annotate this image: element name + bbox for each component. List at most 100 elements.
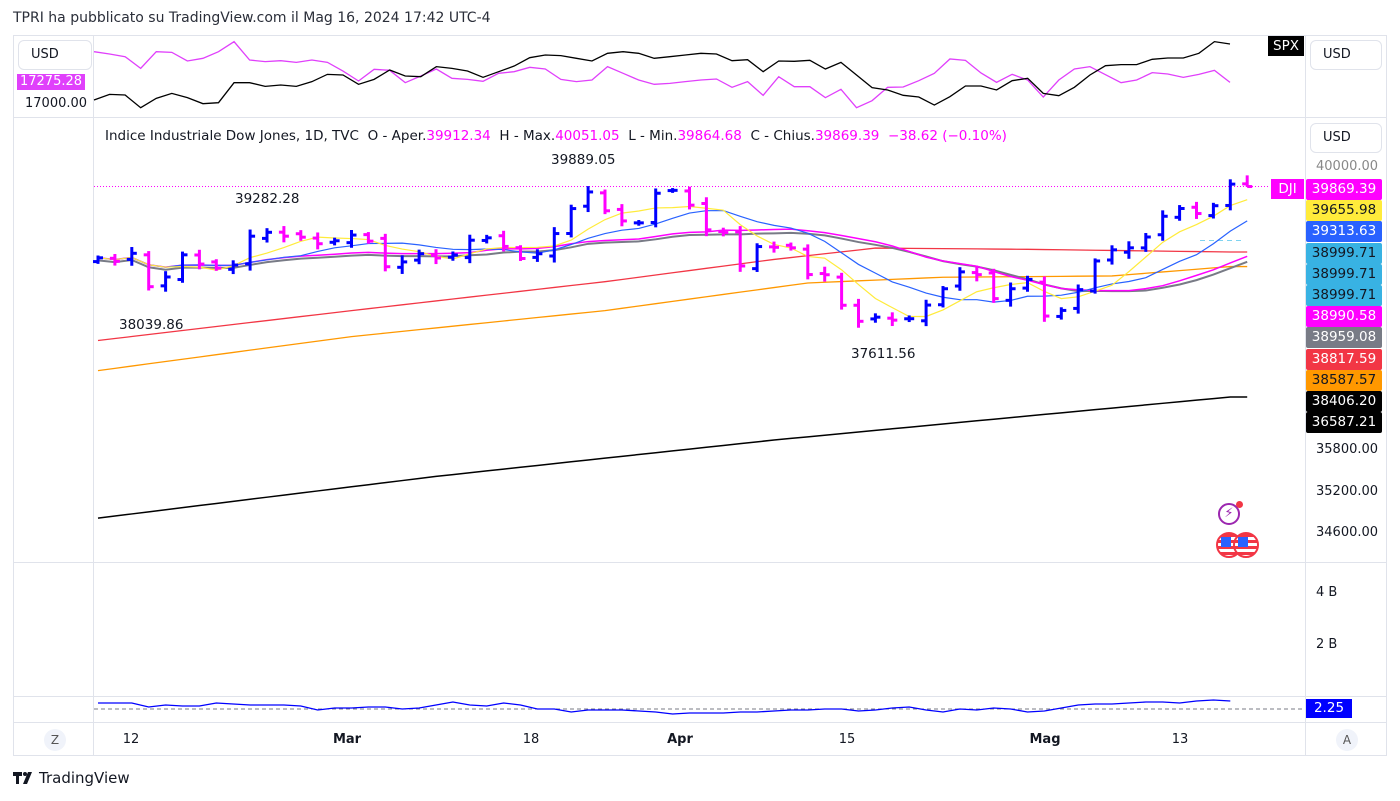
main-currency-button[interactable]: USD (1310, 123, 1382, 153)
price-tag: 36587.21 (1306, 412, 1382, 434)
ohlc-bar (515, 245, 526, 261)
ohlc-bar (853, 298, 864, 328)
tradingview-logo[interactable]: TradingView (13, 769, 130, 787)
left-axis-border (93, 36, 94, 756)
ohlc-bar (684, 186, 695, 210)
ohlc-bar (616, 204, 627, 227)
price-tag: 38999.71 (1306, 285, 1382, 306)
volume-axis-label: 4 B (1316, 585, 1338, 600)
ohlc-bar (735, 226, 746, 272)
dji-symbol-badge: DJI (1271, 179, 1304, 199)
notification-dot-icon (1236, 501, 1243, 508)
ohlc-bar (211, 259, 222, 271)
legend-open-label: O - Aper. (367, 128, 427, 144)
auto-scale-button[interactable]: A (1336, 729, 1358, 751)
ohlc-bar (262, 228, 272, 243)
ohlc-bar (971, 265, 982, 282)
ohlc-bar (160, 271, 171, 292)
low-annotation: 37611.56 (851, 346, 916, 362)
legend-change: −38.62 (−0.10%) (887, 128, 1007, 144)
ohlc-bar (194, 249, 205, 270)
ohlc-bar (329, 237, 340, 246)
zoom-reset-button[interactable]: Z (44, 729, 66, 751)
ohlc-bar (397, 255, 408, 274)
ohlc-bar (126, 247, 137, 266)
ohlc-bar (1225, 179, 1236, 211)
compare-current-value: 17275.28 (17, 74, 85, 90)
legend-high-label: H - Max. (499, 128, 556, 144)
ohlc-bar (836, 272, 847, 310)
ohlc-bar (904, 315, 915, 323)
legend-close-label: C - Chius. (750, 128, 815, 144)
ohlc-bar (109, 254, 120, 266)
ohlc-bar (228, 260, 239, 275)
high-annotation: 39889.05 (551, 152, 616, 168)
ohlc-bar (549, 227, 560, 263)
ohlc-bar (1090, 258, 1101, 294)
ohlc-bar (363, 232, 374, 244)
ohlc-bar (532, 249, 543, 262)
time-axis-label: Apr (667, 732, 693, 747)
ohlc-bar (600, 189, 610, 215)
price-tag: 39313.63 (1306, 221, 1382, 243)
ohlc-bar (1140, 233, 1151, 252)
legend-high: 40051.05 (555, 128, 620, 144)
symbol-legend: Indice Industriale Dow Jones, 1D, TVC O … (105, 128, 1007, 144)
ohlc-bar (143, 251, 154, 291)
time-axis-label: Mag (1029, 732, 1061, 747)
spx-symbol-badge: SPX (1268, 36, 1304, 56)
time-axis-label: 15 (838, 732, 856, 747)
pane-divider (14, 117, 1387, 118)
publish-info: TPRI ha pubblicato su TradingView.com il… (13, 10, 491, 26)
legend-low-label: L - Min. (628, 128, 678, 144)
price-axis-label: 35200.00 (1316, 484, 1379, 499)
volume-axis-label: 2 B (1316, 637, 1338, 652)
lightning-event-icon[interactable]: ⚡ (1218, 503, 1240, 525)
ohlc-bar (1123, 241, 1134, 259)
us-flag-event-icon[interactable] (1233, 532, 1259, 558)
price-tag: 38406.20 (1306, 391, 1382, 412)
ohlc-bar (819, 266, 830, 282)
ohlc-bar (498, 230, 509, 252)
price-tag: 38999.71 (1306, 263, 1382, 285)
price-tag: 38817.59 (1306, 348, 1382, 370)
price-tag: 38587.57 (1306, 369, 1382, 391)
ma100-line (97, 265, 1248, 372)
ohlc-bar (1056, 307, 1067, 320)
price-tag: 38999.71 (1306, 242, 1382, 264)
price-tag: 39869.39 (1306, 179, 1382, 200)
ohlc-bar (633, 220, 644, 226)
ohlc-bar (701, 197, 712, 237)
time-axis-label: 13 (1171, 732, 1189, 747)
ohlc-bar (295, 230, 306, 241)
ohlc-bar (802, 244, 813, 280)
ohlc-bar (447, 251, 458, 261)
legend-title: Indice Industriale Dow Jones, 1D, TVC (105, 128, 359, 144)
price-axis-label: 35800.00 (1316, 442, 1379, 457)
ohlc-bar (1107, 245, 1117, 265)
ohlc-bar (954, 267, 965, 291)
ohlc-bar (380, 233, 391, 272)
ohlc-bar (1242, 175, 1253, 189)
ohlc-bar (93, 255, 103, 264)
ohlc-bar (667, 188, 678, 193)
chart-frame (13, 35, 1387, 756)
price-tag: 38990.58 (1306, 306, 1382, 328)
ohlc-bar (464, 234, 475, 264)
time-axis-label: 18 (522, 732, 540, 747)
compare-main-line (93, 40, 1231, 109)
ohlc-bar (650, 188, 661, 228)
ohlc-bar (938, 286, 948, 308)
ohlc-bar (177, 251, 188, 283)
right-currency-button[interactable]: USD (1310, 40, 1382, 70)
ma200-line (97, 396, 1248, 519)
ma50-line (97, 247, 1248, 342)
left-currency-button[interactable]: USD (18, 40, 92, 70)
high-annotation: 39282.28 (235, 191, 300, 207)
price-axis-label: 34600.00 (1316, 525, 1379, 540)
ohlc-bar (1005, 282, 1016, 307)
tradingview-logo-icon (13, 772, 32, 784)
ohlc-bar (278, 226, 289, 243)
price-axis-label: 40000.00 (1316, 159, 1379, 174)
